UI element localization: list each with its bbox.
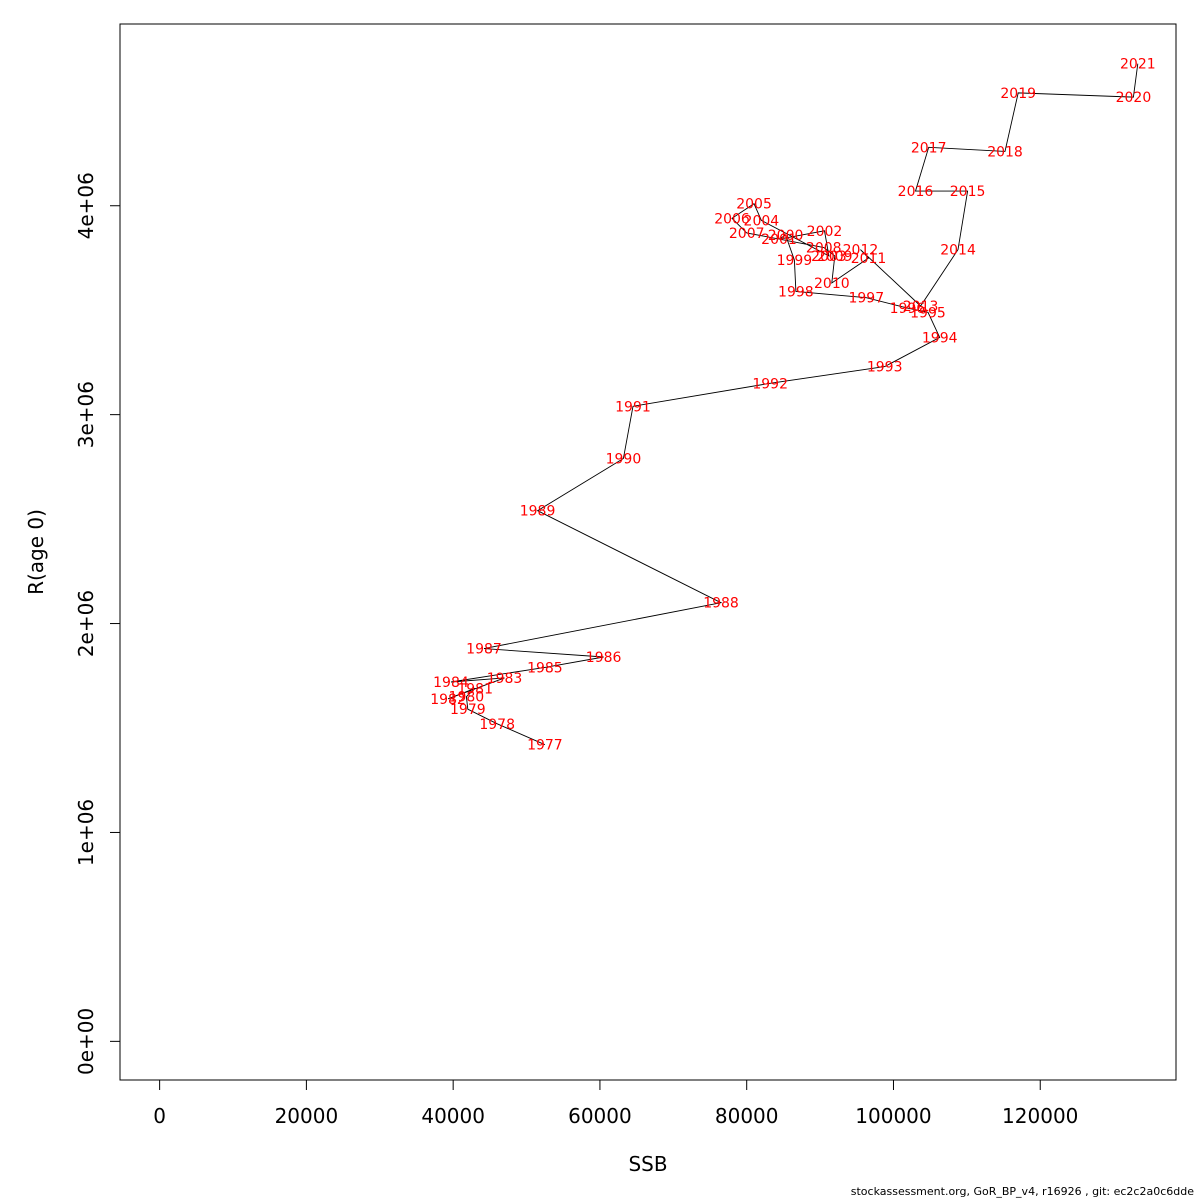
point-label-1981: 1981 bbox=[457, 681, 493, 697]
point-label-1995: 1995 bbox=[910, 305, 946, 321]
point-label-1979: 1979 bbox=[450, 702, 486, 718]
point-label-1996: 1996 bbox=[890, 301, 926, 317]
point-label-2021: 2021 bbox=[1120, 57, 1156, 73]
point-label-1977: 1977 bbox=[527, 738, 563, 754]
y-axis-title: R(age 0) bbox=[24, 509, 48, 595]
point-label-2012: 2012 bbox=[843, 243, 879, 259]
point-label-2015: 2015 bbox=[950, 184, 986, 200]
y-tick-label: 0e+00 bbox=[74, 1008, 98, 1075]
point-label-1999: 1999 bbox=[777, 253, 813, 269]
x-tick-label: 40000 bbox=[421, 1104, 485, 1128]
point-label-2001: 2001 bbox=[761, 232, 797, 248]
point-label-2018: 2018 bbox=[987, 144, 1023, 160]
point-label-2006: 2006 bbox=[714, 211, 750, 227]
plot-frame bbox=[119, 23, 1177, 1081]
point-label-2009: 2009 bbox=[817, 249, 853, 265]
point-label-2010: 2010 bbox=[814, 276, 850, 292]
series-line bbox=[447, 63, 1139, 746]
y-tick-label: 3e+06 bbox=[74, 381, 98, 448]
point-label-2013: 2013 bbox=[903, 299, 939, 315]
point-label-1991: 1991 bbox=[615, 399, 651, 415]
x-tick-label: 100000 bbox=[855, 1104, 931, 1128]
point-label-1990: 1990 bbox=[606, 452, 642, 468]
point-label-1994: 1994 bbox=[922, 330, 958, 346]
point-label-2019: 2019 bbox=[1000, 86, 1036, 102]
point-label-2003: 2003 bbox=[811, 249, 847, 265]
point-label-2007: 2007 bbox=[729, 226, 765, 242]
point-label-1984: 1984 bbox=[433, 675, 469, 691]
point-label-1993: 1993 bbox=[867, 360, 903, 376]
x-tick-label: 0 bbox=[153, 1104, 166, 1128]
x-axis-title: SSB bbox=[628, 1152, 667, 1176]
point-label-1987: 1987 bbox=[466, 642, 502, 658]
point-label-1986: 1986 bbox=[586, 650, 622, 666]
point-label-2005: 2005 bbox=[736, 197, 772, 213]
y-tick-label: 4e+06 bbox=[74, 172, 98, 239]
point-label-1985: 1985 bbox=[527, 660, 563, 676]
point-label-2020: 2020 bbox=[1116, 90, 1152, 106]
point-label-2004: 2004 bbox=[744, 213, 780, 229]
x-tick-label: 20000 bbox=[275, 1104, 339, 1128]
point-label-2000: 2000 bbox=[768, 228, 804, 244]
point-label-2016: 2016 bbox=[898, 184, 934, 200]
point-label-2008: 2008 bbox=[806, 241, 842, 257]
y-axis: 0e+00 1e+06 2e+06 3e+06 4e+06 bbox=[74, 172, 121, 1075]
point-label-1983: 1983 bbox=[487, 671, 523, 687]
point-label-1989: 1989 bbox=[520, 504, 556, 520]
y-tick-label: 1e+06 bbox=[74, 799, 98, 866]
y-tick-label: 2e+06 bbox=[74, 590, 98, 657]
x-axis: 0 20000 40000 60000 80000 100000 120000 bbox=[153, 1079, 1078, 1128]
point-label-1982: 1982 bbox=[430, 692, 466, 708]
x-tick-label: 120000 bbox=[1002, 1104, 1078, 1128]
point-label-1980: 1980 bbox=[449, 690, 485, 706]
footer-credit: stockassessment.org, GoR_BP_v4, r16926 ,… bbox=[850, 1185, 1194, 1198]
point-label-2002: 2002 bbox=[807, 224, 843, 240]
point-label-1992: 1992 bbox=[752, 376, 788, 392]
point-label-2011: 2011 bbox=[851, 251, 887, 267]
point-label-2014: 2014 bbox=[940, 243, 976, 259]
x-tick-label: 60000 bbox=[568, 1104, 632, 1128]
point-label-1988: 1988 bbox=[703, 596, 739, 612]
point-label-1998: 1998 bbox=[778, 284, 814, 300]
point-label-1978: 1978 bbox=[479, 717, 515, 733]
point-label-1997: 1997 bbox=[848, 291, 884, 307]
point-label-2017: 2017 bbox=[911, 140, 947, 156]
x-tick-label: 80000 bbox=[715, 1104, 779, 1128]
